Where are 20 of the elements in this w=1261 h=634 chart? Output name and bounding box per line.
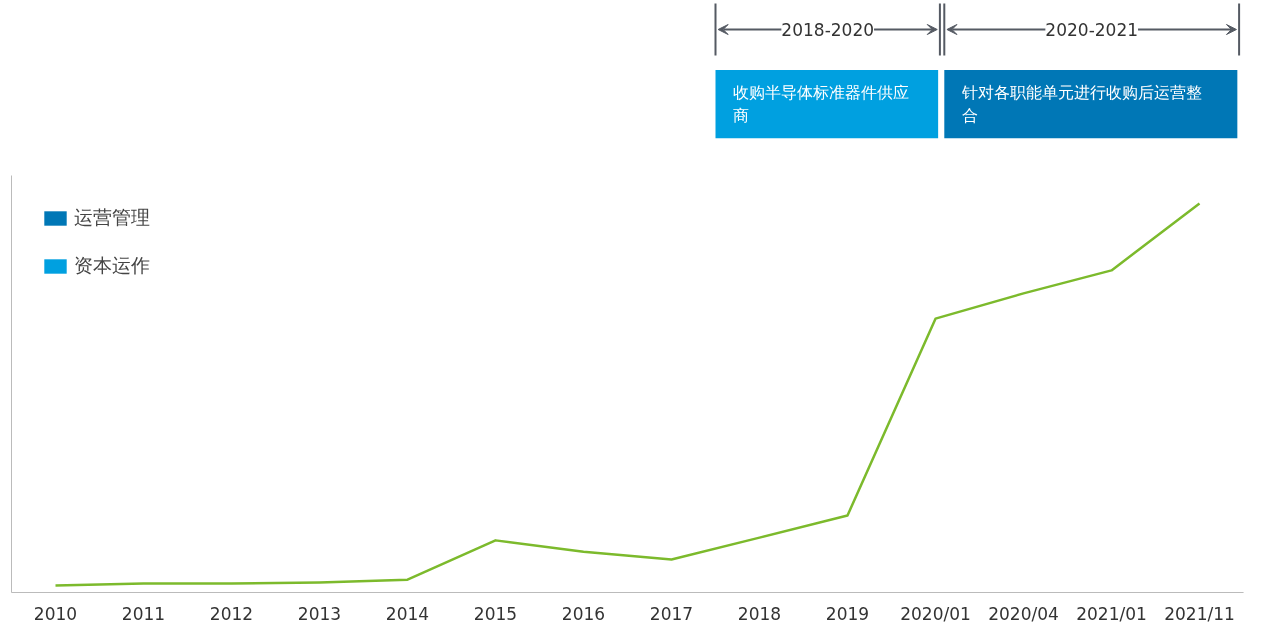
text: 2018-2020 — [781, 20, 875, 40]
text: 2020-2021 — [1045, 20, 1139, 40]
x-tick-label: 2020/01 — [900, 603, 971, 624]
x-tick-label: 2021/01 — [1076, 603, 1147, 624]
text: 针对各职能单元进行收购后运营整合 — [960, 83, 1202, 125]
x-tick-label: 2014 — [385, 603, 430, 624]
x-tick-label: 2011 — [121, 603, 166, 624]
x-tick-label: 2019 — [825, 603, 870, 624]
x-tick-label: 2013 — [297, 603, 342, 624]
x-tick-label: 2015 — [473, 603, 518, 624]
x-tick-label: 2020/04 — [988, 603, 1059, 624]
x-tick-label: 2021/11 — [1164, 603, 1235, 624]
x-tick-label: 2017 — [649, 603, 694, 624]
x-tick-label: 2018 — [737, 603, 782, 624]
x-tick-label: 2012 — [209, 603, 254, 624]
x-tick-label: 2016 — [561, 603, 606, 624]
x-tick-label: 2010 — [33, 603, 78, 624]
legend-label: 运营管理 — [74, 205, 150, 230]
legend-label: 资本运作 — [74, 253, 150, 278]
text: 收购半导体标准器件供应商 — [733, 83, 910, 125]
